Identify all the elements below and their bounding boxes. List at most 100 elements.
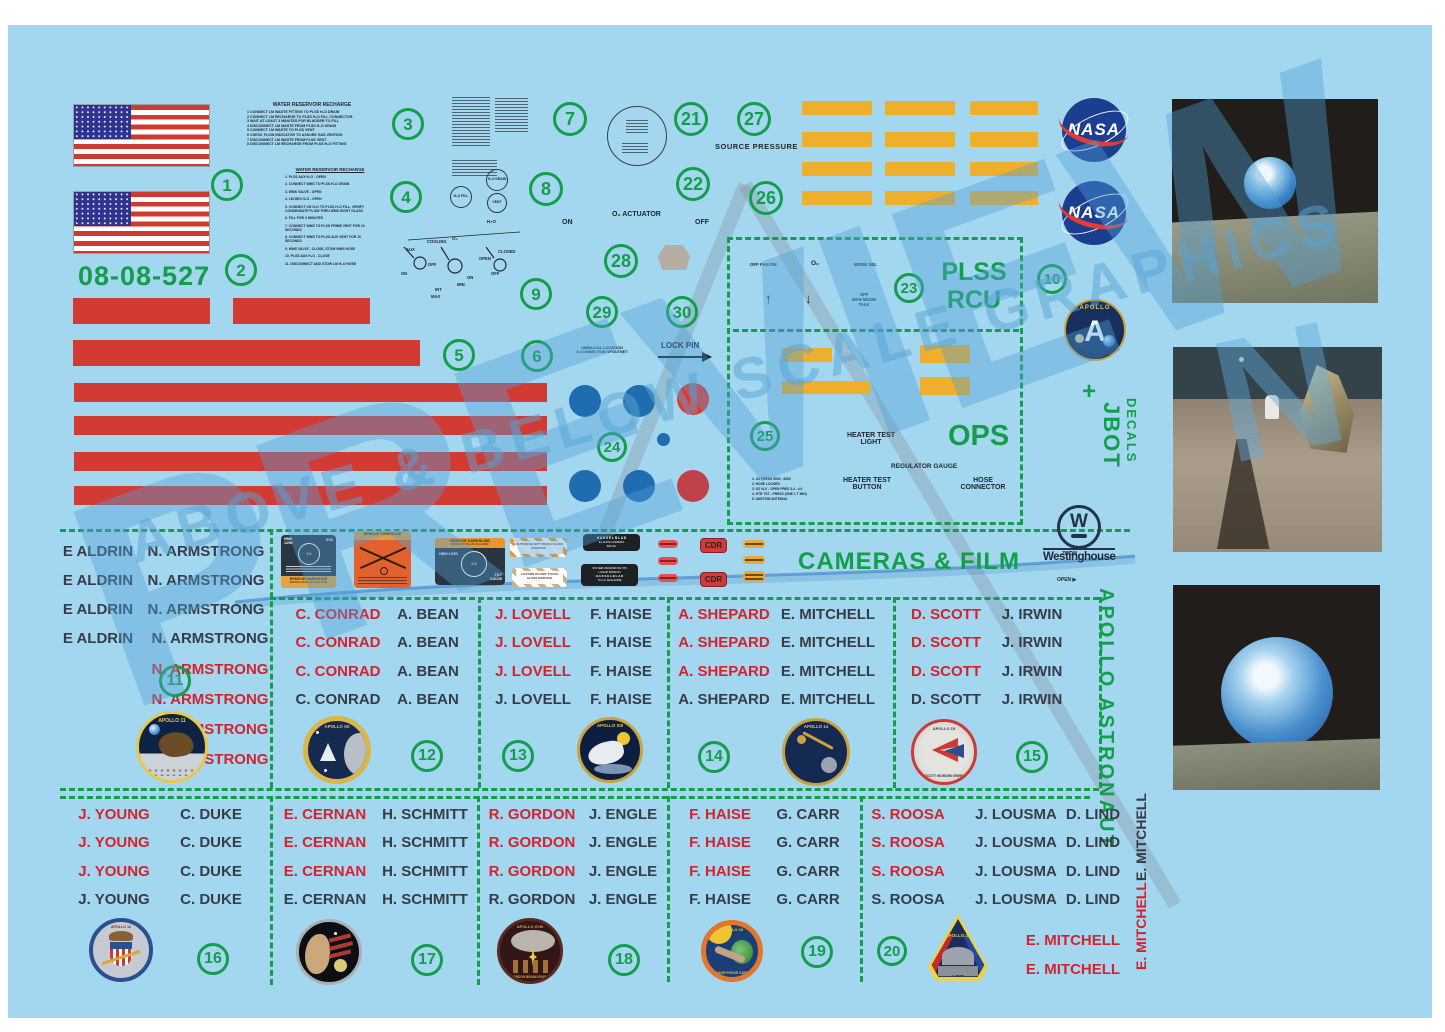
- fine-print: [660, 560, 676, 562]
- astronaut-name: E. MITCHELL: [780, 663, 876, 680]
- moon-icon: [334, 959, 347, 972]
- checklist-line: 2. HOSE LOCKED: [752, 482, 780, 486]
- valve-label: COOLING: [427, 239, 447, 244]
- cdr-decal: CDR: [700, 538, 727, 553]
- water-recharge-instructions-a: WATER RESERVOIR RECHARGE 1 CONNECT LM WA…: [247, 102, 377, 147]
- patch-names: SCOTT WORDEN IRWIN: [924, 774, 964, 778]
- name-banner: LIND: [938, 966, 978, 977]
- moon-scene-icon: [942, 947, 974, 965]
- instruction-line: 5. CONNECT LM H₂O TO PLSS H₂O FILL, VERI…: [285, 204, 364, 213]
- grid-dashed-line: [667, 597, 670, 788]
- valve-knob-icon: [447, 258, 463, 274]
- instruction-line: 4 DISCONNECT LM WASTE FROM PLSS H₂O DRAI…: [247, 123, 337, 128]
- valve-lever-icon: [403, 246, 415, 259]
- astronaut-name: J. ENGLE: [588, 891, 658, 908]
- astronaut-name-red: E. CERNAN: [283, 834, 367, 851]
- yellow-bar-decal: [885, 162, 955, 176]
- nasa-wordmark: NASA: [1067, 120, 1121, 139]
- visor-decal: [658, 245, 690, 270]
- astronaut-name: D. LIND: [1065, 806, 1121, 823]
- astronaut-name: C. CONRAD: [295, 691, 381, 708]
- earth-icon: [1244, 157, 1296, 209]
- astronaut-name-red: E. CERNAN: [283, 863, 367, 880]
- remove-darkslide-label: REMOVE DARKSLIDE: [450, 539, 490, 543]
- valve-knob-icon: [413, 256, 427, 270]
- filt-value: 5.6/125: [490, 577, 502, 581]
- camera-model-label: EL DATA CAMERA: [598, 539, 625, 544]
- astronaut-name: A. SHEPARD: [678, 691, 770, 708]
- moon-craters: [147, 768, 197, 776]
- caution-lines: CAUTION DO NOT TOUCH GLASS SURFACE: [516, 572, 563, 580]
- us-flag-decal: [73, 104, 210, 167]
- astronaut-name: H. SCHMITT: [382, 834, 468, 851]
- astronaut-icon: [1265, 395, 1279, 419]
- astronaut-name: E ALDRIN: [62, 572, 134, 589]
- nasa-sphere-icon: [1062, 98, 1126, 162]
- astronaut-name: E. MITCHELL: [780, 606, 876, 623]
- caution-line: DO NOT TOUCH: [535, 572, 559, 576]
- caution-decal: CAUTION DO NOT TOUCH GLASS SURFACE: [512, 568, 567, 587]
- valve-knob-icon: [493, 258, 507, 272]
- instruction-line: 7. CONNECT WMS TO PLSS PRIME VENT FOR 10…: [285, 223, 365, 232]
- apollo-19-patch: APOLLO 19 HAISE POGUE CARR: [701, 920, 763, 982]
- astronaut-name: F. HAISE: [590, 606, 652, 623]
- gray-watermark-stroke: [738, 181, 1182, 909]
- lock-pin-label: LOCK PIN: [661, 341, 700, 350]
- cdr-decal: CDR: [700, 572, 727, 587]
- astronaut-name: A. BEAN: [397, 634, 459, 651]
- apollo-18-patch: APOLLO XVIII GORDON BRAND ENGLE: [497, 918, 563, 984]
- down-arrow-icon: ↓: [805, 291, 812, 306]
- astronaut-name-red: R. GORDON: [488, 834, 576, 851]
- moonwalk-photo: [1173, 347, 1382, 552]
- astronaut-name: D. LIND: [1065, 863, 1121, 880]
- fine-print-block: [286, 566, 331, 572]
- valve-label: CLOSED: [498, 249, 516, 254]
- blue-dot-decal: [569, 385, 601, 417]
- circled-number: 22: [676, 167, 710, 201]
- yellow-bar-decal: [802, 191, 872, 205]
- ops-title: OPS: [948, 420, 1010, 452]
- astronaut-name: S. ROOSA: [871, 891, 945, 908]
- mode-sel-label: MODE SEL: [854, 262, 877, 267]
- astronaut-name-red: C. CONRAD: [295, 663, 381, 680]
- magazine-label: 70 mm MAGAZINE: [597, 577, 622, 582]
- apollo-astronaut-heading: APOLLO ASTRONAUT: [1095, 588, 1117, 850]
- astronaut-name-red: C. CONRAD: [295, 634, 381, 651]
- moon-icon: [1075, 334, 1084, 343]
- flag-canton: [74, 105, 131, 139]
- astronaut-name: A. BEAN: [397, 663, 459, 680]
- label-line: HEATER TEST: [842, 477, 892, 484]
- yellow-bar-decal: [920, 345, 970, 363]
- astronaut-name: N. ARMSTRONG: [147, 572, 265, 589]
- circled-number: 21: [674, 102, 708, 136]
- instruction-line: 3. WMS VALVE - OPEN: [285, 189, 322, 194]
- caution-line: CAUTION: [514, 542, 528, 546]
- instruction-line: 6 CHECK FLOW INDICATOR TO ASSURE GAS VEN…: [247, 132, 343, 137]
- apollo-12-patch: APOLLO XII: [303, 716, 371, 784]
- hbw-label: HBW 1/250: [284, 537, 293, 545]
- westinghouse-w-icon: W: [1070, 511, 1088, 532]
- astronaut-name: A. BEAN: [397, 691, 459, 708]
- instructions-title: WATER RESERVOIR RECHARGE: [295, 167, 365, 172]
- patch-title: APOLLO XII: [324, 724, 350, 729]
- patch-title: APOLLO XIII: [596, 723, 624, 728]
- camera-exposure-decal: REMOVE DARKSLIDE: [354, 531, 411, 588]
- astronaut-name: F. HAISE: [590, 663, 652, 680]
- camera-model-label: 500 EL: [606, 543, 617, 548]
- aperture-dial-icon: 5.6: [461, 551, 487, 577]
- checklist-line: 5. UNSTOW ANTENNA: [752, 497, 788, 501]
- on-label: ON: [562, 219, 573, 226]
- valve-label: O₂: [452, 236, 458, 241]
- column-icon: [523, 960, 528, 973]
- plss-title: PLSS: [941, 258, 1007, 286]
- yellow-bar-decal: [920, 377, 970, 395]
- checklist-line: 4. HTR TST - PRESS (ONE L T MIN): [752, 492, 807, 496]
- plss-rcu-panel-outline: [727, 237, 1023, 525]
- grid-dashed-line: [270, 796, 273, 985]
- circled-number: 20: [877, 936, 907, 966]
- patch-title: APOLLO 15: [932, 726, 956, 731]
- instruction-line: 1. PLSS AUX H₂O - OPEN: [285, 175, 326, 179]
- instruction-line: 8. CONNECT WMS TO PLSS AUX VENT FOR 10 S…: [285, 235, 361, 244]
- grid-dashed-line: [667, 796, 670, 982]
